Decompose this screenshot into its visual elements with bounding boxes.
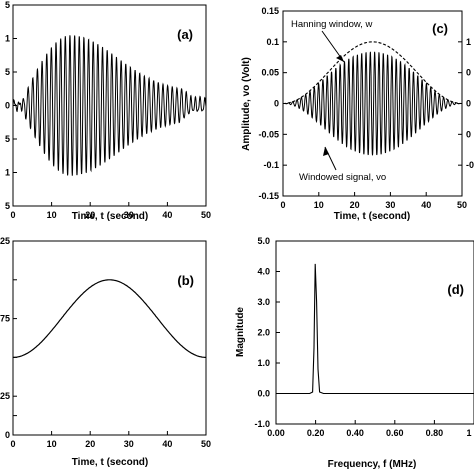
a-x-tick-label: 20 bbox=[85, 210, 95, 220]
b-x-tick-label: 30 bbox=[124, 439, 134, 449]
panel-c-right-tick-label: -0 bbox=[466, 160, 474, 170]
d-x-tick-label: 0.20 bbox=[307, 428, 325, 438]
c-y-tick-label: 0 bbox=[274, 99, 279, 109]
panel-c-windowed-annotation: Windowed signal, vo bbox=[299, 172, 386, 183]
panel-c-right-ticks: 1 0 0 0 -0 bbox=[458, 37, 474, 170]
d-y-tick-label: 2.0 bbox=[257, 328, 270, 338]
b-x-tick-label: 0 bbox=[10, 439, 15, 449]
c-x-tick-label: 10 bbox=[314, 200, 324, 210]
panel-b-x-ticks: 0 10 20 30 40 50 bbox=[10, 431, 211, 449]
a-x-tick-label: 10 bbox=[47, 210, 57, 220]
panel-b-label: (b) bbox=[177, 273, 194, 288]
c-x-tick-label: 0 bbox=[280, 200, 285, 210]
panel-c-right-tick-label: 1 bbox=[466, 37, 471, 47]
panel-d-x-ticks: 0.00 0.20 0.40 0.60 0.80 1 bbox=[267, 420, 474, 438]
b-x-tick-label: 50 bbox=[201, 439, 211, 449]
panel-d-spectrum-line bbox=[276, 263, 474, 395]
b-x-tick-label: 20 bbox=[85, 439, 95, 449]
panel-a-label: (a) bbox=[177, 27, 193, 42]
b-y-tick-label: 25 bbox=[0, 236, 10, 246]
panel-d-x-axis-label: Frequency, f (MHz) bbox=[328, 459, 417, 470]
d-y-tick-label: 4.0 bbox=[257, 267, 270, 277]
d-x-tick-label: 0.00 bbox=[267, 428, 285, 438]
d-x-tick-label: 1 bbox=[466, 428, 471, 438]
panel-c-y-ticks: 0.15 0.1 0.05 0 -0.05 -0.1 -0.15 bbox=[258, 6, 287, 201]
d-x-tick-label: 0.40 bbox=[346, 428, 364, 438]
panel-a-x-ticks: 0 10 20 30 40 50 bbox=[10, 202, 211, 220]
panel-d: 5.04.03.02.01.00.0-1.0 0.00 0.20 0.40 0.60 0… bbox=[235, 236, 474, 470]
panel-c-windowed-signal-line bbox=[283, 51, 462, 156]
d-y-tick-label: 3.0 bbox=[257, 297, 270, 307]
panel-d-frame bbox=[275, 240, 474, 425]
d-x-tick-label: 0.60 bbox=[386, 428, 404, 438]
a-x-tick-label: 0 bbox=[10, 210, 15, 220]
panel-c-hanning-window-line bbox=[283, 41, 462, 105]
d-x-tick-label: 0.80 bbox=[426, 428, 444, 438]
d-y-tick-label: 1.0 bbox=[257, 358, 270, 368]
panel-b: 25 75 25 0 0 10 20 30 40 50 (b) Time, t (second) bbox=[0, 236, 211, 468]
c-y-tick-label: -0.15 bbox=[258, 191, 279, 201]
b-y-tick-label: 0 bbox=[5, 430, 10, 440]
panel-a-y-ticks: 5 1 5 0 5 1 5 bbox=[5, 0, 17, 211]
panel-c-label: (c) bbox=[432, 21, 448, 36]
d-y-tick-label: 5.0 bbox=[257, 236, 270, 246]
b-x-tick-label: 40 bbox=[162, 439, 172, 449]
c-x-tick-label: 40 bbox=[421, 200, 431, 210]
panel-c-x-ticks: 0 10 20 30 40 50 bbox=[280, 192, 467, 210]
panel-c-x-axis-label: Time, t (second) bbox=[334, 211, 411, 222]
a-y-tick-label: 5 bbox=[5, 134, 10, 144]
a-y-tick-label: 5 bbox=[5, 67, 10, 77]
a-y-tick-label: 5 bbox=[5, 0, 10, 10]
b-x-tick-label: 10 bbox=[47, 439, 57, 449]
b-y-tick-label: 75 bbox=[0, 314, 10, 324]
a-y-tick-label: 0 bbox=[5, 101, 10, 111]
d-y-tick-label: 0.0 bbox=[257, 389, 270, 399]
c-x-tick-label: 20 bbox=[350, 200, 360, 210]
panel-c-right-tick-label: 0 bbox=[466, 129, 471, 139]
panel-c-windowed-arrowhead bbox=[323, 147, 329, 156]
a-y-tick-label: 5 bbox=[5, 201, 10, 211]
c-x-tick-label: 30 bbox=[385, 200, 395, 210]
c-y-tick-label: -0.1 bbox=[263, 160, 279, 170]
panel-c-frame bbox=[282, 10, 463, 197]
c-x-tick-label: 50 bbox=[457, 200, 467, 210]
a-x-tick-label: 30 bbox=[124, 210, 134, 220]
panel-d-y-axis-label: Magnitude bbox=[235, 307, 246, 357]
panel-a-signal-line bbox=[12, 35, 207, 176]
c-y-tick-label: 0.05 bbox=[261, 68, 279, 78]
panel-c-right-tick-label: 0 bbox=[466, 99, 471, 109]
panel-d-label: (d) bbox=[447, 282, 464, 297]
c-y-tick-label: -0.05 bbox=[258, 129, 279, 139]
d-y-tick-label: -1.0 bbox=[254, 419, 270, 429]
panel-d-y-ticks: 5.0 4.0 3.0 2.0 1.0 0.0 -1.0 bbox=[254, 236, 280, 429]
a-x-tick-label: 50 bbox=[201, 210, 211, 220]
panel-c-y-axis-label: Amplitude, vo (Volt) bbox=[241, 57, 252, 151]
a-y-tick-label: 1 bbox=[5, 168, 10, 178]
a-x-tick-label: 40 bbox=[162, 210, 172, 220]
panel-a-x-axis-label: Time, t (second) bbox=[72, 211, 149, 222]
panel-c-hanning-arrowhead bbox=[336, 55, 344, 62]
panel-c: 0.150.10.050-0.05-0.1-0.15 0 10 20 30 40 50 1… bbox=[241, 6, 474, 222]
panel-b-window-line bbox=[13, 279, 206, 358]
panel-b-x-axis-label: Time, t (second) bbox=[72, 457, 149, 468]
a-y-tick-label: 1 bbox=[5, 34, 10, 44]
c-y-tick-label: 0.1 bbox=[266, 37, 279, 47]
panel-b-y-ticks: 25 75 25 0 bbox=[0, 236, 17, 440]
panel-c-right-tick-label: 0 bbox=[466, 68, 471, 78]
panel-b-frame bbox=[12, 240, 207, 436]
b-y-tick-label: 25 bbox=[0, 391, 10, 401]
c-y-tick-label: 0.15 bbox=[261, 6, 279, 16]
panel-c-hanning-annotation: Hanning window, w bbox=[291, 19, 372, 30]
